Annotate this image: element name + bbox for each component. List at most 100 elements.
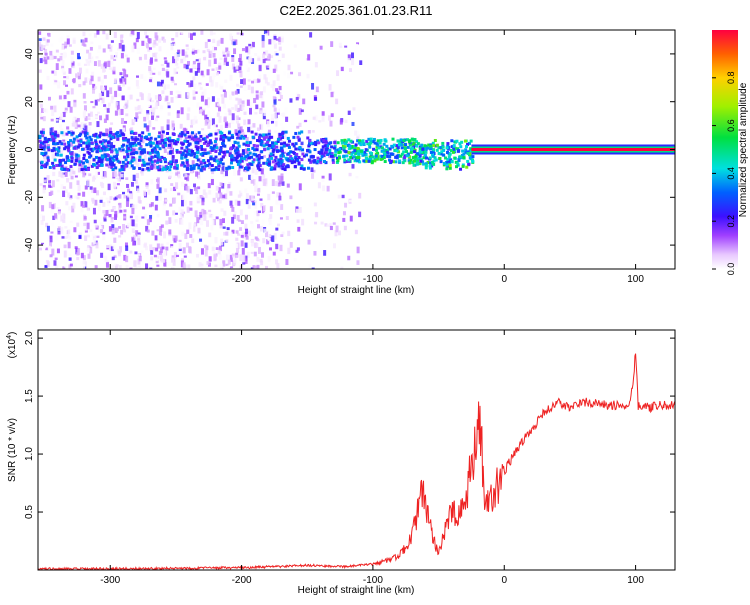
heat-cell <box>189 68 193 73</box>
heat-cell <box>347 54 351 61</box>
heat-cell <box>95 170 99 178</box>
heat-cell <box>66 35 70 38</box>
heat-cell <box>328 151 332 155</box>
heat-cell <box>164 167 168 171</box>
heat-cell <box>276 112 280 115</box>
heat-cell <box>48 165 52 169</box>
heat-cell <box>429 161 433 165</box>
heat-cell <box>195 59 199 62</box>
heat-cell <box>239 254 243 262</box>
heat-cell <box>87 139 91 143</box>
heat-cell <box>275 152 279 155</box>
heat-cell <box>359 149 363 153</box>
heat-cell <box>124 138 128 142</box>
heat-cell <box>174 235 178 242</box>
heat-cell <box>235 239 239 246</box>
heat-cell <box>378 141 382 145</box>
heat-cell <box>208 212 212 218</box>
heat-cell <box>163 84 167 90</box>
heat-cell <box>197 174 201 180</box>
heat-cell <box>379 138 383 142</box>
heat-cell <box>200 264 204 269</box>
heat-cell <box>320 151 324 155</box>
heat-cell <box>201 137 205 141</box>
heat-cell <box>296 125 300 129</box>
heat-cell <box>100 196 104 201</box>
heat-cell <box>124 103 128 109</box>
heat-cell <box>121 95 125 101</box>
heat-cell <box>193 83 197 90</box>
heat-cell <box>368 157 372 161</box>
heat-cell <box>147 132 151 136</box>
heat-cell <box>219 218 223 226</box>
heat-cell <box>118 168 122 172</box>
heat-cell <box>275 243 279 250</box>
heat-cell <box>154 58 158 62</box>
heat-cell <box>150 160 154 164</box>
heat-cell <box>269 152 273 156</box>
heat-cell <box>169 90 173 95</box>
heat-cell <box>213 124 217 129</box>
heat-cell <box>319 161 323 165</box>
heat-cell <box>213 158 217 162</box>
heat-cell <box>94 224 98 228</box>
heat-cell <box>155 260 159 264</box>
heat-cell <box>217 249 221 255</box>
heat-cell <box>356 157 360 161</box>
heat-cell <box>98 134 102 138</box>
heat-cell <box>110 160 114 164</box>
heat-cell <box>311 142 315 146</box>
heat-cell <box>213 254 217 262</box>
heat-cell <box>200 70 204 76</box>
heat-cell <box>382 148 386 152</box>
heat-cell <box>458 142 462 146</box>
heat-cell <box>256 193 260 196</box>
heat-cell <box>156 150 160 154</box>
heat-cell <box>464 150 468 154</box>
heat-cell <box>468 156 472 160</box>
heat-cell <box>75 239 79 245</box>
heat-cell <box>324 161 328 165</box>
heat-cell <box>68 235 72 240</box>
heat-cell <box>348 68 352 72</box>
heat-cell <box>83 105 87 112</box>
heat-cell <box>44 48 48 55</box>
heat-cell <box>137 234 141 239</box>
heat-cell <box>168 175 172 179</box>
heat-cell <box>337 194 341 199</box>
heat-cell <box>364 153 368 157</box>
heat-cell <box>309 160 313 164</box>
heat-cell <box>74 137 78 142</box>
heat-cell <box>279 157 283 161</box>
heat-cell <box>160 139 164 143</box>
heat-cell <box>193 224 197 232</box>
heat-cell <box>190 119 194 125</box>
heat-cell <box>112 151 116 155</box>
heat-cell <box>47 137 51 141</box>
heat-cell <box>114 210 118 218</box>
heat-cell <box>188 32 192 38</box>
heat-cell <box>217 129 221 134</box>
heat-cell <box>446 142 450 146</box>
heat-cell <box>248 174 252 180</box>
heat-cell <box>109 46 113 52</box>
heat-cell <box>176 111 180 119</box>
heat-cell <box>223 91 227 98</box>
heat-cell <box>194 50 198 54</box>
heat-cell <box>54 213 58 219</box>
heat-cell <box>154 204 158 211</box>
heat-cell <box>136 86 140 89</box>
spectrogram-x-ticks: -300 -200 -100 0 100 <box>100 30 644 285</box>
heat-cell <box>260 140 264 144</box>
heat-cell <box>99 142 103 146</box>
heat-cell <box>43 144 47 149</box>
heat-cell <box>208 162 212 170</box>
heat-cell <box>105 33 109 40</box>
heat-cell <box>218 199 222 204</box>
heat-cell <box>71 117 75 122</box>
heat-cell <box>212 38 216 44</box>
heat-cell <box>183 200 187 206</box>
heat-cell <box>183 264 187 269</box>
heat-cell <box>164 60 168 64</box>
heat-cell <box>151 141 155 145</box>
